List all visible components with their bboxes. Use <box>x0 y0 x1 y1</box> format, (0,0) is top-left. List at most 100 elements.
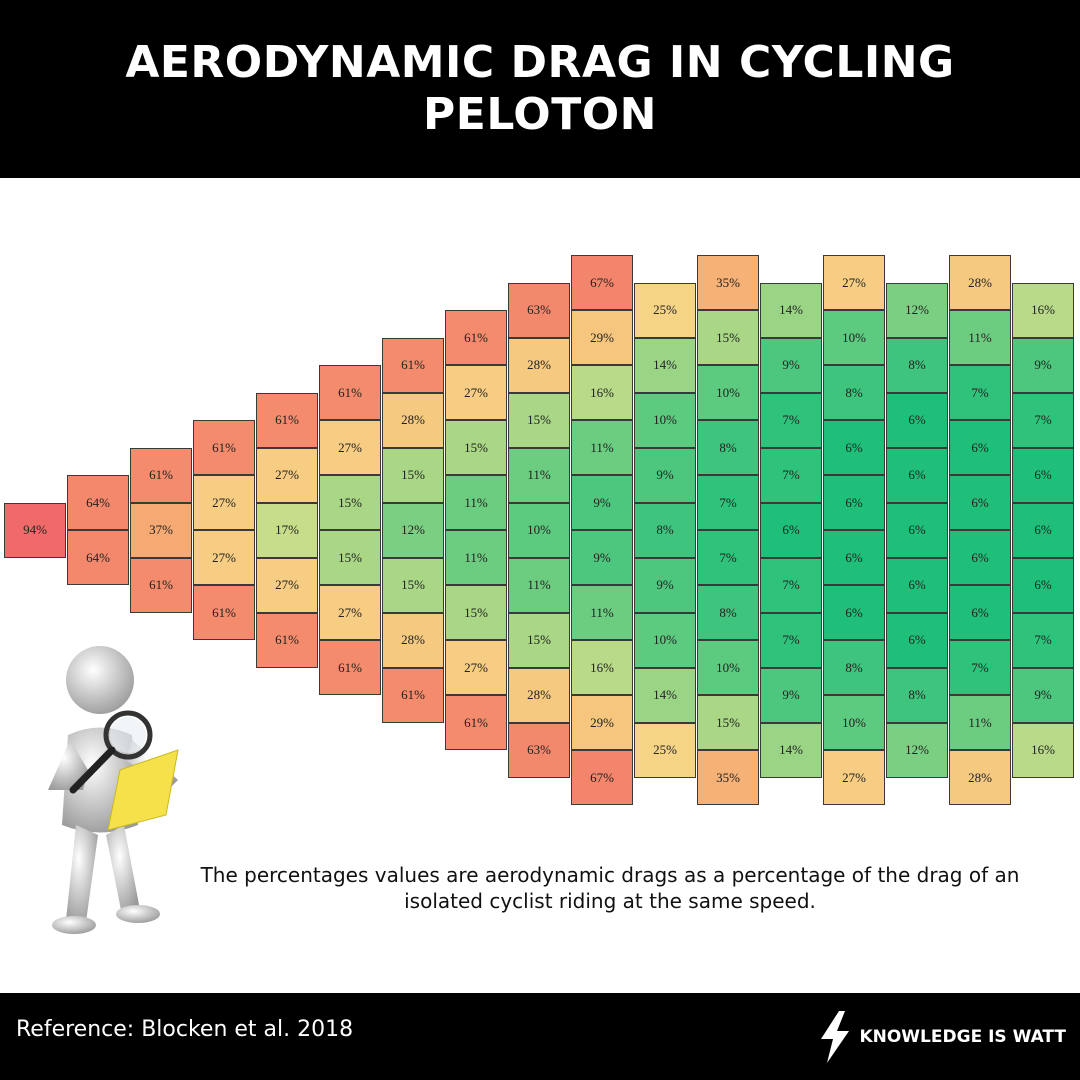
drag-cell: 27% <box>193 475 255 530</box>
drag-cell: 9% <box>571 530 633 585</box>
drag-cell: 27% <box>256 557 318 613</box>
drag-cell: 10% <box>697 640 759 695</box>
drag-cell: 8% <box>823 640 885 695</box>
drag-cell: 8% <box>697 585 759 640</box>
drag-cell: 27% <box>823 750 885 805</box>
drag-cell: 10% <box>697 365 759 420</box>
drag-cell: 61% <box>193 420 255 475</box>
page-title: AERODYNAMIC DRAG IN CYCLING PELOTON <box>125 37 955 140</box>
drag-cell: 12% <box>382 502 444 558</box>
drag-cell: 61% <box>445 310 507 365</box>
drag-cell: 61% <box>382 337 444 393</box>
drag-cell: 11% <box>571 585 633 640</box>
drag-cell: 14% <box>634 337 696 393</box>
drag-cell: 27% <box>445 640 507 695</box>
drag-cell: 6% <box>886 612 948 668</box>
drag-cell: 8% <box>886 667 948 723</box>
drag-cell: 14% <box>634 667 696 723</box>
drag-cell: 61% <box>382 667 444 723</box>
drag-cell: 7% <box>697 530 759 585</box>
drag-cell: 7% <box>760 557 822 613</box>
drag-cell: 10% <box>823 695 885 750</box>
drag-cell: 12% <box>886 282 948 338</box>
brand-name: KNOWLEDGE IS WATT <box>859 1027 1066 1047</box>
footer-bar: Reference: Blocken et al. 2018 KNOWLEDGE… <box>0 993 1080 1080</box>
header-bar: AERODYNAMIC DRAG IN CYCLING PELOTON <box>0 0 1080 178</box>
drag-cell: 9% <box>1012 337 1074 393</box>
drag-cell: 6% <box>823 530 885 585</box>
drag-cell: 15% <box>319 475 381 530</box>
drag-cell: 61% <box>445 695 507 750</box>
drag-cell: 6% <box>886 557 948 613</box>
drag-cell: 6% <box>886 502 948 558</box>
drag-cell: 15% <box>319 530 381 585</box>
drag-cell: 35% <box>697 750 759 805</box>
drag-cell: 7% <box>760 392 822 448</box>
drag-cell: 10% <box>634 612 696 668</box>
drag-cell: 12% <box>886 722 948 778</box>
drag-cell: 14% <box>760 282 822 338</box>
investigator-figure-illustration <box>28 640 198 945</box>
drag-cell: 28% <box>382 612 444 668</box>
drag-cell: 63% <box>508 282 570 338</box>
drag-cell: 16% <box>1012 282 1074 338</box>
drag-cell: 8% <box>886 337 948 393</box>
drag-cell: 61% <box>256 612 318 668</box>
drag-cell: 15% <box>697 310 759 365</box>
peloton-drag-chart: 94% 64% 64% 61% 37% 61% 61% 27% 27% 61% 61% 27% 17% 2… <box>0 178 1080 998</box>
drag-cell: 28% <box>949 255 1011 310</box>
drag-cell: 16% <box>1012 722 1074 778</box>
drag-cell: 25% <box>634 282 696 338</box>
drag-cell: 27% <box>319 585 381 640</box>
drag-cell: 8% <box>697 420 759 475</box>
drag-cell: 14% <box>760 722 822 778</box>
drag-cell: 6% <box>949 530 1011 585</box>
drag-cell: 27% <box>256 447 318 503</box>
drag-cell: 16% <box>571 365 633 420</box>
drag-cell: 7% <box>760 612 822 668</box>
drag-cell: 61% <box>130 447 192 503</box>
drag-cell: 37% <box>130 502 192 558</box>
drag-cell: 28% <box>508 337 570 393</box>
drag-cell: 9% <box>1012 667 1074 723</box>
drag-cell: 94% <box>4 502 66 558</box>
drag-cell: 27% <box>193 530 255 585</box>
drag-cell: 63% <box>508 722 570 778</box>
drag-cell: 9% <box>634 557 696 613</box>
drag-cell: 11% <box>445 475 507 530</box>
drag-cell: 7% <box>760 447 822 503</box>
drag-cell: 28% <box>382 392 444 448</box>
drag-cell: 29% <box>571 310 633 365</box>
drag-cell: 7% <box>1012 392 1074 448</box>
drag-cell: 11% <box>571 420 633 475</box>
drag-cell: 7% <box>697 475 759 530</box>
drag-cell: 9% <box>634 447 696 503</box>
lightning-bolt-icon <box>821 1011 850 1063</box>
drag-cell: 6% <box>760 502 822 558</box>
drag-cell: 16% <box>571 640 633 695</box>
drag-cell: 15% <box>508 612 570 668</box>
drag-cell: 25% <box>634 722 696 778</box>
drag-cell: 27% <box>823 255 885 310</box>
drag-cell: 9% <box>760 667 822 723</box>
drag-cell: 11% <box>445 530 507 585</box>
drag-cell: 6% <box>949 420 1011 475</box>
drag-cell: 6% <box>1012 557 1074 613</box>
drag-cell: 15% <box>697 695 759 750</box>
drag-cell: 6% <box>886 447 948 503</box>
drag-cell: 10% <box>508 502 570 558</box>
drag-cell: 27% <box>319 420 381 475</box>
drag-cell: 6% <box>1012 502 1074 558</box>
drag-cell: 61% <box>130 557 192 613</box>
drag-cell: 7% <box>949 365 1011 420</box>
drag-cell: 61% <box>319 640 381 695</box>
drag-cell: 15% <box>508 392 570 448</box>
drag-cell: 6% <box>949 475 1011 530</box>
drag-cell: 61% <box>193 585 255 640</box>
drag-cell: 67% <box>571 255 633 310</box>
drag-cell: 10% <box>823 310 885 365</box>
drag-cell: 11% <box>508 447 570 503</box>
drag-cell: 6% <box>1012 447 1074 503</box>
drag-cell: 6% <box>823 475 885 530</box>
drag-cell: 9% <box>760 337 822 393</box>
